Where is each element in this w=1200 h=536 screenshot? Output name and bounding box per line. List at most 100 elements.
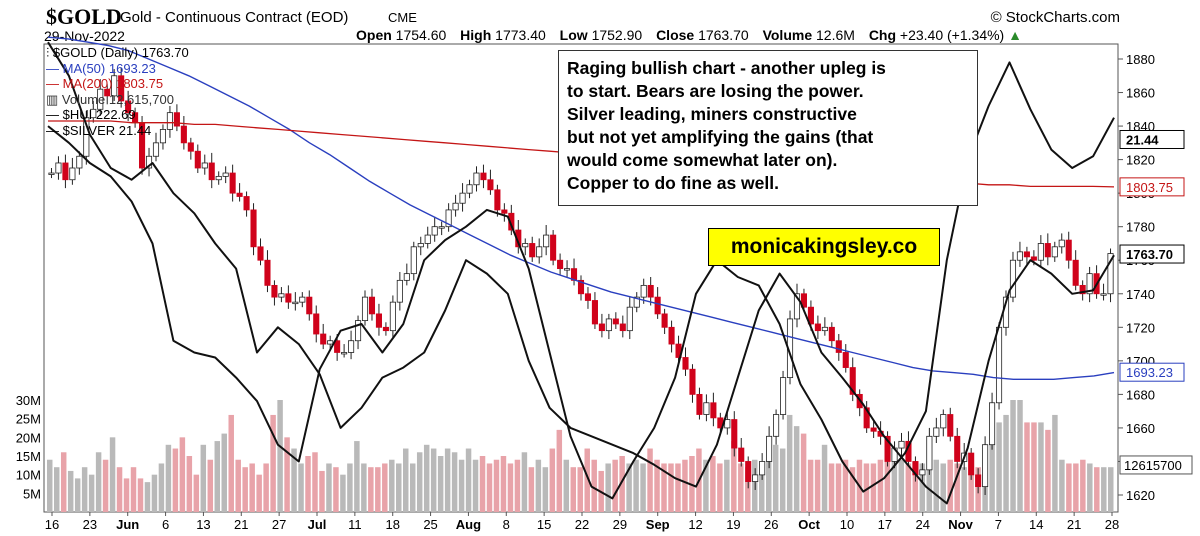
candle-up bbox=[821, 326, 828, 332]
x-tick-label: 27 bbox=[272, 517, 286, 532]
annotation-line: would come somewhat later on). bbox=[567, 150, 838, 170]
volume-bar bbox=[849, 467, 856, 512]
volume-bar bbox=[493, 459, 500, 512]
candle-up bbox=[1016, 251, 1023, 261]
x-tick-label: 15 bbox=[537, 517, 551, 532]
volume-bar bbox=[60, 452, 67, 512]
volume-bar bbox=[144, 482, 151, 512]
candle-down bbox=[842, 352, 849, 368]
price-tag-box bbox=[1119, 244, 1185, 264]
annotation-box: Raging bullish chart - another upleg is … bbox=[558, 50, 978, 206]
candle-down bbox=[619, 323, 626, 332]
candle-up bbox=[724, 419, 731, 429]
volume-bar bbox=[319, 470, 325, 512]
brand-watermark: monicakingsley.co bbox=[708, 228, 940, 266]
x-month-label: Oct bbox=[798, 517, 820, 532]
candle-up bbox=[354, 320, 362, 342]
candle-down bbox=[313, 313, 320, 335]
volume-bar bbox=[661, 463, 667, 512]
instrument-title: Gold - Continuous Contract (EOD) bbox=[120, 9, 349, 26]
legend-ma200-text: MA(200) 1803.75 bbox=[62, 76, 164, 91]
volume-bar bbox=[535, 459, 542, 512]
candle-down bbox=[591, 300, 598, 325]
x-month-label: Sep bbox=[646, 517, 670, 532]
price-tag-silver: 21.44 bbox=[1126, 132, 1159, 147]
low-label: Low bbox=[559, 27, 588, 43]
candle-up bbox=[1107, 253, 1114, 295]
candle-up bbox=[1051, 246, 1058, 258]
volume-tick-label: 25M bbox=[16, 412, 41, 427]
volume-bar bbox=[214, 441, 221, 512]
volume-bar bbox=[772, 444, 779, 512]
candle-down bbox=[550, 234, 557, 261]
volume-bar bbox=[1024, 422, 1030, 512]
annotation-line: to start. Bears are losing the power. bbox=[567, 81, 864, 101]
x-month-label: Aug bbox=[456, 517, 481, 532]
volume-bar bbox=[158, 463, 165, 512]
volume-bar bbox=[1045, 429, 1051, 512]
candle-up bbox=[55, 162, 62, 174]
legend-ma200: — MA(200) 1803.75 bbox=[46, 76, 189, 92]
candle-down bbox=[682, 357, 689, 370]
volume-bar bbox=[81, 467, 88, 512]
volume-bar bbox=[905, 463, 912, 512]
candle-down bbox=[870, 427, 877, 432]
candle-up bbox=[919, 469, 926, 476]
volume-bar bbox=[507, 463, 514, 512]
y-tick-label: 1860 bbox=[1126, 86, 1155, 101]
candle-up bbox=[292, 301, 299, 305]
volume-bar bbox=[312, 452, 318, 512]
legend-volume: ▥ Volume 12,615,700 bbox=[46, 92, 189, 108]
volume-bar bbox=[919, 463, 926, 512]
volume-bar bbox=[745, 467, 751, 512]
candle-down bbox=[194, 150, 201, 169]
line-icon: — bbox=[46, 107, 63, 122]
annotation-line: Silver leading, miners constructive bbox=[567, 104, 857, 124]
volume-bar bbox=[877, 459, 884, 512]
candle-down bbox=[689, 368, 696, 395]
y-tick-label: 1740 bbox=[1126, 287, 1155, 302]
volume-bar bbox=[724, 459, 730, 512]
candle-up bbox=[926, 435, 933, 471]
volume-bar bbox=[88, 474, 95, 512]
candle-down bbox=[306, 296, 313, 315]
y-tick-label: 1880 bbox=[1126, 52, 1155, 67]
candle-down bbox=[968, 452, 975, 476]
volume-bar bbox=[926, 463, 933, 512]
volume-bar bbox=[361, 463, 367, 512]
open-value: 1754.60 bbox=[395, 27, 447, 43]
volume-bar bbox=[821, 444, 828, 512]
volume-bar bbox=[47, 459, 53, 512]
candle-up bbox=[640, 284, 647, 298]
price-tag-box bbox=[1119, 129, 1185, 149]
candle-up bbox=[327, 340, 334, 345]
candle-up bbox=[341, 352, 348, 355]
candle-up bbox=[396, 279, 403, 303]
volume-bar bbox=[368, 467, 374, 512]
x-tick-label: 24 bbox=[915, 517, 929, 532]
copyright-label[interactable]: © StockCharts.com bbox=[990, 9, 1120, 26]
x-tick-label: 21 bbox=[234, 517, 248, 532]
candle-up bbox=[543, 234, 550, 248]
volume-bar bbox=[626, 463, 632, 512]
candle-down bbox=[612, 318, 619, 325]
candle-down bbox=[243, 196, 250, 211]
volume-bar bbox=[940, 463, 946, 512]
candle-up bbox=[995, 326, 1003, 404]
candle-down bbox=[584, 293, 592, 301]
candle-down bbox=[501, 209, 508, 214]
volume-bar bbox=[828, 463, 835, 512]
volume-bar bbox=[514, 459, 521, 512]
silver-line bbox=[47, 61, 1115, 500]
volume-bar bbox=[130, 467, 137, 512]
x-tick-label: 11 bbox=[348, 517, 362, 532]
candle-down bbox=[368, 296, 376, 315]
volume-bar bbox=[403, 448, 409, 512]
volume-bar bbox=[612, 459, 618, 512]
candle-up bbox=[76, 155, 83, 169]
volume-bar bbox=[200, 444, 207, 512]
candle-down bbox=[731, 419, 738, 449]
candle-up bbox=[1086, 273, 1093, 295]
volume-bar bbox=[291, 448, 297, 512]
